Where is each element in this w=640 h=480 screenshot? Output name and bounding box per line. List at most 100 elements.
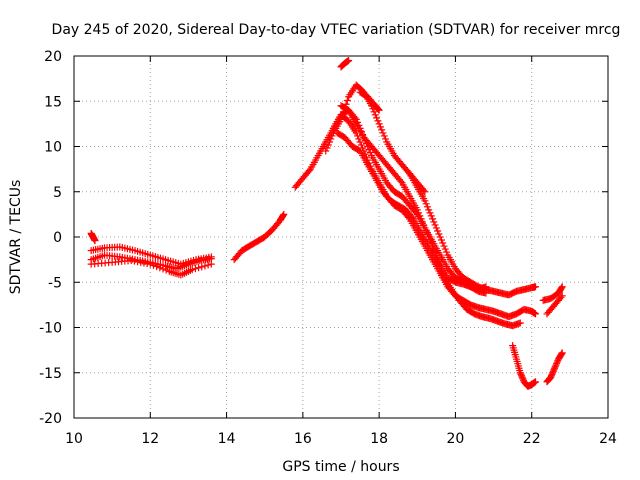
data-point: [552, 361, 560, 369]
data-point: [356, 138, 364, 146]
series-track-e: [230, 210, 288, 264]
data-point: [421, 188, 429, 196]
y-tick-label: 10: [44, 140, 62, 156]
data-point: [162, 266, 170, 274]
data-point: [434, 227, 442, 235]
data-point: [378, 126, 386, 134]
data-point: [549, 369, 557, 377]
data-point: [137, 258, 145, 266]
series-track-n: [543, 349, 566, 386]
data-point: [280, 210, 288, 218]
data-point: [380, 132, 388, 140]
data-point: [532, 378, 540, 386]
data-point: [516, 319, 524, 327]
data-point: [327, 135, 335, 143]
data-point: [557, 293, 565, 301]
data-points: [87, 57, 566, 390]
data-point: [440, 242, 448, 250]
data-point: [420, 221, 428, 229]
data-point: [198, 263, 206, 271]
data-point: [441, 245, 449, 253]
series-track-o: [539, 283, 566, 304]
data-point: [324, 141, 332, 149]
data-point: [345, 57, 353, 65]
data-point: [153, 263, 161, 271]
series-track-l: [406, 170, 429, 196]
data-point: [149, 261, 157, 269]
x-tick-label: 18: [370, 431, 388, 447]
y-tick-label: -5: [48, 275, 62, 291]
data-point: [191, 265, 199, 273]
series-track-p: [543, 292, 566, 318]
y-tick-label: 5: [53, 185, 62, 201]
data-point: [408, 213, 416, 221]
y-axis-label: SDTVAR / TECUs: [8, 180, 24, 295]
series-track-c: [87, 257, 215, 279]
y-tick-label: -15: [39, 366, 62, 382]
data-point: [127, 257, 135, 265]
data-point: [322, 147, 330, 155]
data-point: [416, 212, 424, 220]
data-point: [207, 260, 215, 268]
data-point: [550, 366, 558, 374]
data-point: [195, 264, 203, 272]
data-point: [558, 283, 566, 291]
data-point: [207, 253, 215, 261]
data-point: [482, 289, 490, 297]
series-track-g: [322, 81, 540, 299]
chart-title: Day 245 of 2020, Sidereal Day-to-day VTE…: [52, 22, 621, 38]
data-point: [357, 141, 365, 149]
data-point: [434, 254, 442, 262]
data-point: [354, 132, 362, 140]
data-point: [370, 108, 378, 116]
data-point: [417, 215, 425, 223]
data-point: [323, 144, 331, 152]
data-point: [431, 221, 439, 229]
data-point: [516, 369, 524, 377]
data-point: [518, 373, 526, 381]
data-point: [375, 120, 383, 128]
data-point: [156, 264, 164, 272]
x-tick-label: 12: [141, 431, 159, 447]
data-point: [558, 349, 566, 357]
data-point: [427, 239, 435, 247]
data-point: [518, 372, 526, 380]
x-tick-label: 14: [218, 431, 236, 447]
x-tick-label: 20: [447, 431, 465, 447]
data-point: [431, 248, 439, 256]
data-point: [328, 132, 336, 140]
plot-frame: [73, 55, 609, 419]
data-point: [143, 260, 151, 268]
data-point: [427, 212, 435, 220]
data-point: [553, 360, 561, 368]
data-point: [517, 370, 525, 378]
series-track-q: [337, 57, 353, 71]
data-point: [547, 372, 555, 380]
data-point: [422, 200, 430, 208]
y-tick-label: 20: [44, 49, 62, 65]
data-point: [91, 237, 99, 245]
data-point: [413, 206, 421, 214]
series-track-k: [356, 88, 383, 114]
data-point: [436, 233, 444, 241]
data-point: [551, 364, 559, 372]
x-tick-label: 24: [599, 431, 617, 447]
x-axis-label: GPS time / hours: [282, 459, 399, 475]
data-point: [558, 284, 566, 292]
y-tick-label: 15: [44, 94, 62, 110]
series-track-b: [87, 243, 215, 268]
data-point: [558, 292, 566, 300]
data-point: [432, 224, 440, 232]
data-point: [140, 259, 148, 267]
data-point: [201, 262, 209, 270]
data-point: [558, 350, 566, 358]
data-point: [532, 283, 540, 291]
data-point: [430, 218, 438, 226]
data-point: [371, 111, 379, 119]
data-point: [435, 230, 443, 238]
data-point: [443, 248, 451, 256]
data-point: [425, 233, 433, 241]
data-point: [519, 375, 527, 383]
data-point: [421, 197, 429, 205]
